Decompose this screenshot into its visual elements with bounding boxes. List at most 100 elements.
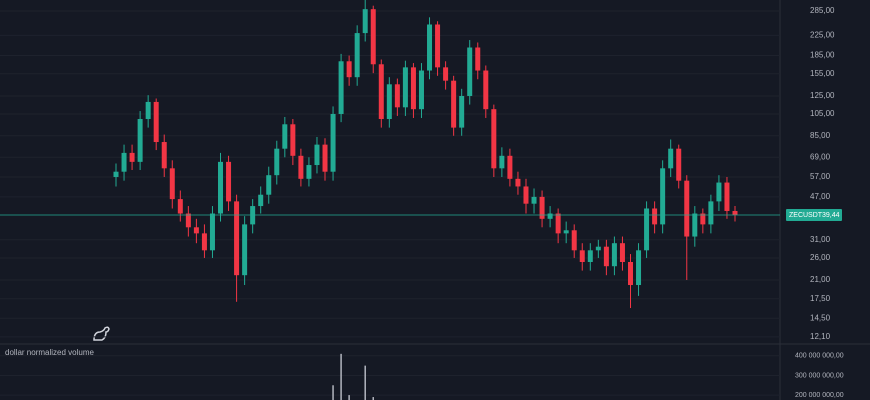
candle-body xyxy=(193,227,199,234)
candle-body xyxy=(370,9,376,65)
y-tick-label: 17,50 xyxy=(810,294,831,303)
candle-body xyxy=(137,119,143,162)
candle-body xyxy=(627,262,633,286)
candle-body xyxy=(314,144,320,166)
candle-body xyxy=(177,199,183,214)
candle-body xyxy=(579,250,585,263)
candle-body xyxy=(418,70,424,110)
candle-body xyxy=(234,201,240,276)
y-tick-label: 285,00 xyxy=(810,6,835,15)
candle-body xyxy=(475,47,481,71)
y-tick-label: 57,00 xyxy=(810,172,831,181)
y-tick-label: 85,00 xyxy=(810,131,831,140)
candle-body xyxy=(201,233,207,251)
candle-body xyxy=(515,178,521,187)
y-tick-label: 14,50 xyxy=(810,313,831,322)
candle-body xyxy=(531,196,537,204)
volume-bar xyxy=(364,365,366,400)
candle-body xyxy=(354,33,360,78)
candle-body xyxy=(121,152,127,172)
candle-body xyxy=(636,250,642,286)
volume-bar xyxy=(332,385,334,400)
y-tick-label: 21,00 xyxy=(810,275,831,284)
candle-body xyxy=(113,171,119,177)
candle-body xyxy=(427,24,433,71)
candle-body xyxy=(716,182,722,202)
candle-body xyxy=(483,70,489,110)
candle-body xyxy=(523,186,529,204)
candle-body xyxy=(571,230,577,251)
y-tick-label: 300 000 000,00 xyxy=(795,372,844,379)
candle-body xyxy=(660,168,666,225)
candle-body xyxy=(587,250,593,263)
y-tick-label: 225,00 xyxy=(810,30,835,39)
candle-body xyxy=(676,148,682,181)
candle-body xyxy=(595,246,601,251)
volume-title: dollar normalized volume xyxy=(5,348,94,357)
candle-body xyxy=(547,213,553,219)
candle-body xyxy=(611,243,617,267)
candle-body xyxy=(161,142,167,169)
candle-body xyxy=(507,155,513,179)
y-tick-label: 125,00 xyxy=(810,91,835,100)
candle-body xyxy=(443,67,449,81)
candle-body xyxy=(330,113,336,172)
candle-body xyxy=(410,67,416,110)
candle-body xyxy=(306,165,312,179)
candle-body xyxy=(491,109,497,169)
candle-body xyxy=(298,155,304,179)
candle-body xyxy=(218,161,224,214)
candle-body xyxy=(451,80,457,128)
volume-bar xyxy=(340,353,342,400)
candle-body xyxy=(402,67,408,108)
candle-body xyxy=(499,155,505,169)
candle-body xyxy=(700,213,706,225)
candle-body xyxy=(185,213,191,228)
candle-body xyxy=(708,201,714,225)
candle-body xyxy=(145,101,151,120)
candle-body xyxy=(153,101,159,143)
candle-body xyxy=(242,224,248,276)
candle-body xyxy=(724,182,730,211)
logo xyxy=(93,326,110,341)
y-tick-label: 400 000 000,00 xyxy=(795,353,844,360)
candle-body xyxy=(209,213,215,251)
last-price-box xyxy=(786,208,842,221)
candle-body xyxy=(169,168,175,200)
candle-body xyxy=(362,9,368,34)
y-tick-label: 31,00 xyxy=(810,235,831,244)
y-tick-label: 200 000 000,00 xyxy=(795,392,844,399)
volume-bar xyxy=(372,397,374,400)
y-tick-label: 47,00 xyxy=(810,192,831,201)
candle-body xyxy=(435,24,441,68)
candle-body xyxy=(644,208,650,251)
y-tick-label: 155,00 xyxy=(810,69,835,78)
y-tick-label: 12,10 xyxy=(810,332,831,341)
candle-body xyxy=(274,148,280,176)
candle-body xyxy=(346,61,352,78)
candle-body xyxy=(322,144,328,172)
candle-body xyxy=(684,180,690,237)
candle-body xyxy=(692,213,698,237)
candle-body xyxy=(539,196,545,219)
candle-body xyxy=(467,47,473,96)
last-price-symbol: ZECUSDT xyxy=(789,212,823,219)
candle-body xyxy=(459,95,465,128)
candle-body xyxy=(563,230,569,234)
candle-body xyxy=(394,84,400,108)
candle-body xyxy=(226,161,232,202)
candle-body xyxy=(555,213,561,234)
candle-body xyxy=(652,208,658,225)
candle-body xyxy=(619,243,625,263)
y-tick-label: 26,00 xyxy=(810,253,831,262)
candle-body xyxy=(282,124,288,149)
candle-body xyxy=(129,152,135,162)
y-tick-label: 69,00 xyxy=(810,152,831,161)
candle-body xyxy=(258,194,264,207)
candle-body xyxy=(266,175,272,195)
y-tick-label: 105,00 xyxy=(810,109,835,118)
candle-body xyxy=(603,246,609,267)
